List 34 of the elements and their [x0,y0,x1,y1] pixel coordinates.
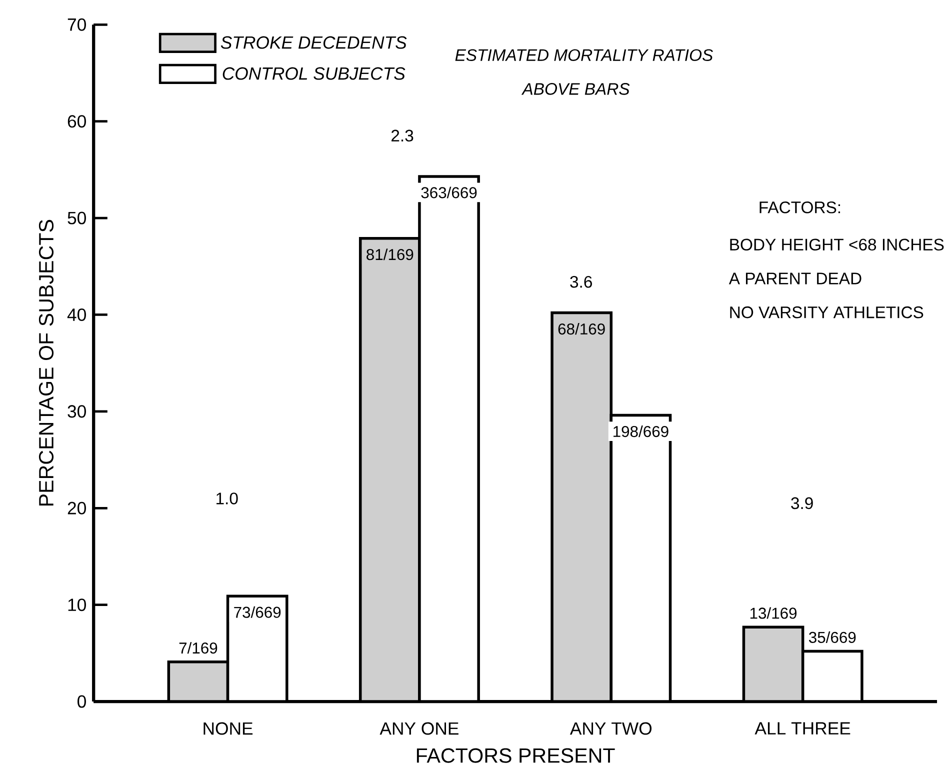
x-tick-label: NONE [204,722,253,735]
annotation: FACTORS: [760,201,840,214]
data-label: 35/669 [808,631,856,643]
y-tick-label: 30 [68,404,86,418]
annotation: 3.9 [791,497,813,509]
data-label: 73/669 [234,606,281,618]
annotation: ABOVE BARS [521,82,630,95]
data-label: 363/669 [421,186,477,198]
annotation: NO VARSITY ATHLETICS [730,306,924,318]
annotation: ESTIMATED MORTALITY RATIOS [455,49,713,61]
legend-label: CONTROL SUBJECTS [222,67,406,80]
y-tick-label: 0 [78,695,86,708]
y-tick-label: 60 [68,114,86,128]
annotation: 3.6 [570,276,592,288]
annotation: BODY HEIGHT <68 INCHES [730,238,944,250]
annotation: A PARENT DEAD [728,272,862,284]
data-label: 13/169 [750,607,797,619]
annotation: 1.0 [216,492,238,504]
x-tick-label: ANY ONE [380,722,458,735]
data-label: 81/169 [366,248,414,260]
y-tick-label: 50 [68,212,86,224]
annotation: 2.3 [392,130,414,142]
x-tick-label: ALL THREE [754,722,850,734]
y-tick-label: 40 [67,308,86,321]
legend-label: STROKE DECEDENTS [220,36,407,49]
y-axis-title: PERCENTAGE OF SUBJECTS [38,220,54,506]
data-label: 198/669 [614,425,668,437]
y-tick-label: 70 [68,18,86,31]
x-axis-title: FACTORS PRESENT [416,748,615,763]
x-tick-label: ANY TWO [570,722,652,735]
y-tick-label: 20 [68,502,86,514]
data-label: 7/169 [179,642,218,654]
data-label: 68/169 [558,322,605,334]
y-tick-label: 10 [68,598,86,611]
